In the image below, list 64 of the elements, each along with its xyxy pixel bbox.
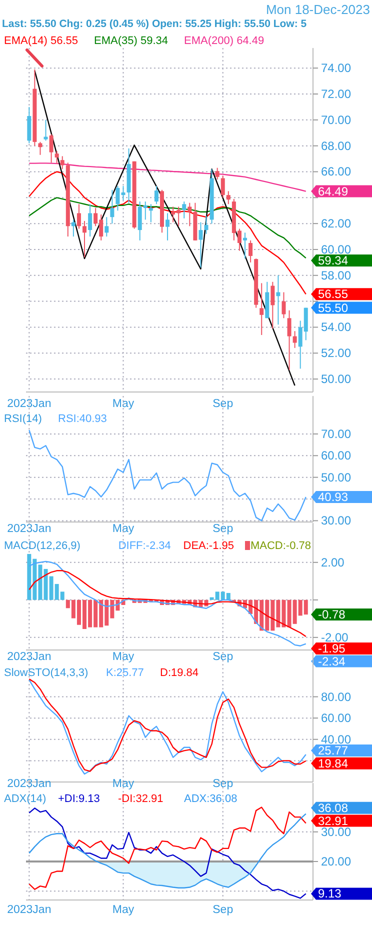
- text: -0.78: [318, 608, 346, 622]
- text: EMA(200) 64.49: [184, 35, 264, 47]
- y-tick-label: 52.00: [321, 346, 352, 360]
- text: DIFF:-2.34: [118, 540, 171, 552]
- x-tick-label: May: [112, 398, 134, 410]
- data-label: 56.55: [318, 287, 348, 302]
- text: ADX(14): [4, 793, 46, 805]
- y-tick-label: 50.00: [321, 470, 352, 484]
- data-label: -2.34: [318, 654, 346, 668]
- text: -DI:32.91: [118, 793, 164, 805]
- y-tick-label: 66.00: [321, 164, 352, 179]
- text: RSI(14): [4, 413, 42, 425]
- y-tick-label: 2.00: [321, 555, 345, 570]
- y-tick-label: 60.00: [321, 711, 352, 726]
- data-label: 19.84: [318, 756, 348, 770]
- data-label: 9.13: [318, 886, 342, 901]
- y-tick-label: 60.00: [321, 448, 352, 463]
- chart-title: Mon 18-Dec-2023: [266, 2, 370, 17]
- series-label: +DI:9.13: [58, 793, 100, 805]
- x-tick-label: Sep: [212, 398, 234, 410]
- x-tick-label: 2023Jan: [7, 904, 52, 916]
- x-tick-label: 2023Jan: [7, 398, 52, 410]
- x-tick-label: Sep: [212, 778, 234, 790]
- data-label: 64.49: [318, 184, 348, 198]
- text: EMA(35) 59.34: [94, 35, 168, 47]
- data-label: 36.08: [318, 800, 348, 815]
- y-tick-label: 68.00: [321, 138, 352, 153]
- x-tick-label: 2023Jan: [7, 778, 52, 790]
- data-label: 40.93: [318, 490, 348, 504]
- text: D:19.84: [160, 667, 199, 679]
- text: K:25.77: [106, 667, 144, 679]
- y-tick-label: 70.00: [321, 112, 352, 127]
- y-tick-label: 50.00: [321, 372, 352, 386]
- y-tick-label: 30.00: [321, 514, 352, 528]
- y-tick-label: 54.00: [321, 320, 352, 334]
- y-tick-label: 60.00: [321, 242, 352, 256]
- y-tick-label: 80.00: [321, 690, 352, 704]
- data-label: 25.77: [318, 744, 348, 758]
- y-tick-label: 70.00: [321, 426, 352, 441]
- y-tick-label: 58.00: [321, 268, 352, 282]
- text: MACD(12,26,9): [4, 540, 80, 552]
- text: DEA:-1.95: [183, 540, 234, 552]
- text: SlowSTO(14,3,3): [4, 667, 88, 679]
- x-tick-label: 2023Jan: [7, 651, 52, 663]
- y-tick-label: 74.00: [321, 61, 352, 76]
- legend-label: MACD:-0.78: [250, 540, 311, 552]
- x-tick-label: 2023Jan: [7, 523, 52, 535]
- data-label: 59.34: [318, 254, 348, 268]
- y-tick-label: 20.00: [321, 854, 352, 868]
- text: RSI:40.93: [58, 413, 107, 425]
- y-tick-label: 62.00: [321, 216, 352, 231]
- text: ADX:36.08: [184, 793, 238, 805]
- x-tick-label: May: [112, 778, 134, 790]
- text: 55.50: [318, 300, 348, 315]
- x-tick-label: Sep: [212, 651, 234, 663]
- x-tick-label: Sep: [212, 523, 234, 535]
- x-tick-label: Sep: [212, 904, 234, 916]
- text: EMA(14) 56.55: [4, 35, 78, 47]
- x-tick-label: May: [112, 523, 134, 535]
- x-tick-label: May: [112, 904, 134, 916]
- chart-subtitle: Last: 55.50 Chg: 0.25 (0.45 %) Open: 55.25 High: 55.50 Low: 5: [2, 18, 307, 30]
- x-tick-label: May: [112, 651, 134, 663]
- y-tick-label: 40.00: [321, 732, 352, 746]
- y-tick-label: 72.00: [321, 86, 352, 101]
